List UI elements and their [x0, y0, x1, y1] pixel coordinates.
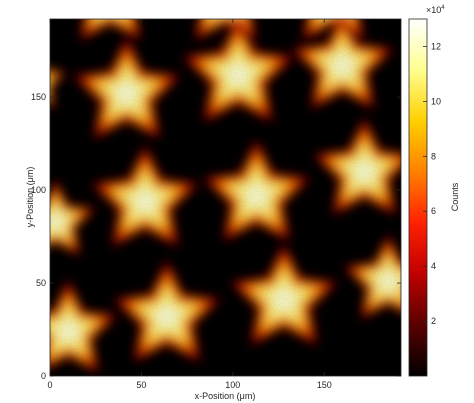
heatmap-star-level	[312, 0, 355, 17]
noise-overlay	[50, 19, 401, 376]
x-tick-label: 150	[317, 380, 332, 390]
colorbar-tick-label: 12	[431, 41, 441, 51]
heatmap-star-level	[321, 0, 346, 9]
plot-frame	[49, 18, 402, 377]
plot-area: 0 50 100 150 0 50 100 150 x-Position (μm) y-Po…	[25, 0, 402, 401]
colorbar-label: Counts	[450, 182, 460, 211]
heatmap-star-level	[98, 0, 123, 9]
heatmap-star-level	[204, 0, 247, 17]
y-axis-label: y-Position (μm)	[25, 167, 35, 228]
y-tick-label: 0	[41, 371, 46, 381]
colorbar-tick-label: 10	[431, 96, 441, 106]
y-tick-label: 150	[31, 92, 46, 102]
y-axis-ticks: 0 50 100 150	[31, 92, 401, 381]
y-tick-label: 50	[36, 278, 46, 288]
x-axis-label: x-Position (μm)	[195, 391, 256, 401]
colorbar-tick-label: 4	[431, 261, 436, 271]
heatmap-star-level	[89, 0, 132, 17]
colorbar-tick-label: 6	[431, 206, 436, 216]
x-axis-ticks: 0 50 100 150	[47, 19, 332, 390]
y-tick-label: 100	[31, 185, 46, 195]
x-tick-label: 100	[225, 380, 240, 390]
colorbar: 2 4 6 8 10 12 Counts ×104	[408, 5, 460, 377]
colorbar-ticks: 2 4 6 8 10 12	[423, 41, 441, 326]
x-tick-label: 0	[47, 380, 52, 390]
colorbar-gradient	[408, 18, 428, 377]
x-tick-label: 50	[136, 380, 146, 390]
heatmap-star-level	[213, 0, 237, 9]
colorbar-tick-label: 2	[431, 316, 436, 326]
colorbar-exponent: 4	[441, 5, 445, 11]
colorbar-multiplier: ×104	[426, 5, 445, 15]
colorbar-tick-label: 8	[431, 151, 436, 161]
